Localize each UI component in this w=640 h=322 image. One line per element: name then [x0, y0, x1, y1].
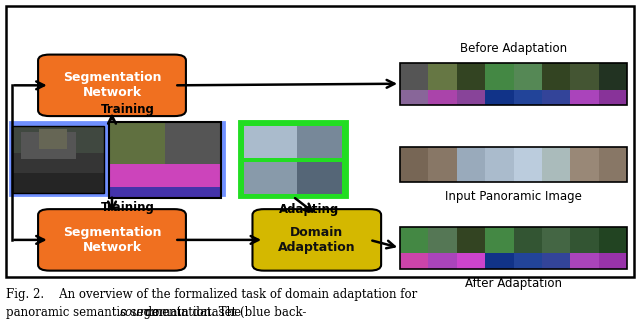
- Bar: [400, 253, 428, 269]
- Bar: [12, 173, 104, 193]
- Bar: [428, 90, 457, 105]
- Bar: [485, 63, 513, 90]
- Text: Before Adaptation: Before Adaptation: [460, 42, 567, 55]
- Text: Training: Training: [101, 201, 155, 214]
- Bar: [428, 227, 457, 253]
- Bar: [109, 122, 221, 198]
- Bar: [12, 126, 104, 193]
- Text: Adapting: Adapting: [278, 203, 339, 216]
- Bar: [109, 187, 221, 198]
- Text: domain dataset (blue back-: domain dataset (blue back-: [141, 306, 307, 319]
- Bar: [400, 63, 428, 90]
- Text: source: source: [120, 306, 160, 319]
- Bar: [400, 90, 428, 105]
- Bar: [428, 147, 457, 182]
- Bar: [10, 122, 224, 195]
- Text: Fig. 2.    An overview of the formalized task of domain adaptation for: Fig. 2. An overview of the formalized ta…: [6, 288, 418, 301]
- Bar: [514, 253, 542, 269]
- Bar: [400, 227, 627, 269]
- Bar: [599, 147, 627, 182]
- Bar: [599, 63, 627, 90]
- Text: Input Panoramic Image: Input Panoramic Image: [445, 190, 582, 203]
- FancyBboxPatch shape: [38, 55, 186, 116]
- Bar: [244, 162, 297, 194]
- Bar: [40, 129, 67, 149]
- Bar: [485, 90, 513, 105]
- Bar: [244, 162, 342, 194]
- Text: panoramic semantic segmentation. The: panoramic semantic segmentation. The: [6, 306, 245, 319]
- Bar: [570, 253, 599, 269]
- Bar: [244, 126, 342, 158]
- Bar: [570, 147, 599, 182]
- Bar: [12, 153, 104, 173]
- Bar: [485, 253, 513, 269]
- Bar: [20, 132, 77, 159]
- Bar: [457, 253, 485, 269]
- Bar: [457, 90, 485, 105]
- Bar: [400, 63, 627, 105]
- FancyBboxPatch shape: [38, 209, 186, 270]
- Text: Segmentation
Network: Segmentation Network: [63, 226, 161, 254]
- Bar: [457, 227, 485, 253]
- Bar: [109, 164, 221, 187]
- Bar: [457, 63, 485, 90]
- Bar: [244, 126, 297, 158]
- Text: Training: Training: [101, 103, 155, 116]
- Bar: [599, 253, 627, 269]
- Bar: [514, 147, 542, 182]
- Bar: [570, 227, 599, 253]
- Bar: [457, 147, 485, 182]
- Bar: [542, 147, 570, 182]
- Bar: [570, 63, 599, 90]
- Bar: [570, 90, 599, 105]
- Bar: [599, 227, 627, 253]
- Bar: [514, 63, 542, 90]
- Bar: [485, 227, 513, 253]
- Bar: [485, 147, 513, 182]
- Bar: [542, 253, 570, 269]
- Bar: [542, 227, 570, 253]
- Bar: [12, 126, 104, 193]
- Text: Domain
Adaptation: Domain Adaptation: [278, 226, 356, 254]
- Bar: [12, 126, 104, 153]
- Bar: [599, 90, 627, 105]
- Bar: [400, 147, 627, 182]
- Bar: [400, 147, 428, 182]
- Bar: [240, 122, 346, 196]
- Text: Segmentation
Network: Segmentation Network: [63, 71, 161, 99]
- FancyBboxPatch shape: [252, 209, 381, 270]
- Bar: [400, 227, 428, 253]
- Text: After Adaptation: After Adaptation: [465, 277, 562, 290]
- Bar: [542, 90, 570, 105]
- Bar: [514, 227, 542, 253]
- Bar: [542, 63, 570, 90]
- Bar: [428, 63, 457, 90]
- Bar: [109, 122, 221, 164]
- Bar: [428, 253, 457, 269]
- Bar: [165, 122, 221, 164]
- Bar: [6, 6, 634, 277]
- Bar: [514, 90, 542, 105]
